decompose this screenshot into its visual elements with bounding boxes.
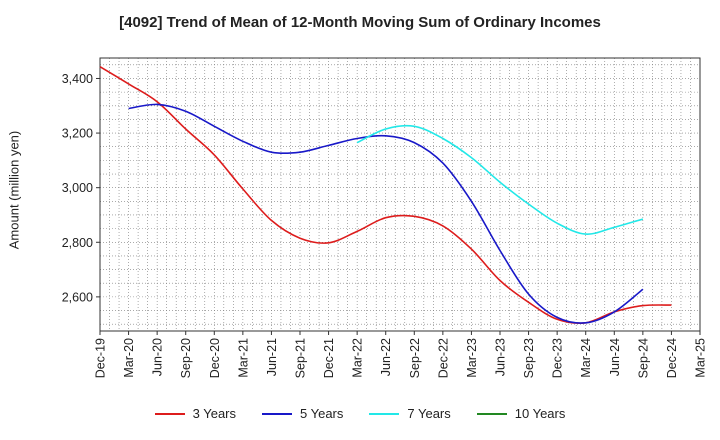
legend-item-5-years: 5 Years (262, 406, 343, 421)
x-tick-label: Mar-21 (236, 338, 250, 378)
legend-swatch (476, 412, 507, 415)
legend-item-7-years: 7 Years (369, 406, 451, 421)
plot-frame (99, 57, 701, 332)
legend-label: 7 Years (407, 406, 451, 421)
x-tick-label: Dec-22 (436, 338, 450, 378)
legend-swatch (262, 412, 292, 415)
y-tick-label: 3,000 (62, 181, 93, 195)
legend-label: 10 Years (514, 406, 566, 421)
x-tick-label: Sep-20 (179, 338, 193, 378)
x-tick-label: Dec-21 (322, 338, 336, 378)
x-tick-label: Sep-23 (522, 338, 536, 378)
series-line-7-years (356, 124, 644, 235)
x-tick-label: Mar-20 (122, 338, 136, 378)
x-tick-label: Dec-19 (94, 338, 108, 378)
x-tick-label: Dec-24 (665, 338, 679, 378)
x-tick-label: Jun-21 (265, 338, 279, 376)
chart-title: [4092] Trend of Mean of 12-Month Moving … (119, 14, 601, 31)
legend-label: 5 Years (300, 406, 344, 421)
x-tick-label: Sep-22 (408, 338, 422, 378)
x-tick-label: Jun-22 (379, 338, 393, 376)
x-tick-label: Jun-23 (494, 338, 508, 376)
legend-label: 3 Years (192, 406, 236, 421)
x-tick-label: Mar-22 (351, 338, 365, 378)
x-tick-label: Dec-20 (208, 338, 222, 378)
legend-swatch (154, 412, 185, 415)
legend-item-3-years: 3 Years (154, 406, 236, 421)
series-line-3-years (99, 66, 672, 325)
y-tick-label: 3,200 (62, 127, 93, 141)
x-tick-label: Dec-23 (551, 338, 565, 378)
x-tick-label: Jun-20 (151, 338, 165, 376)
legend-item-10-years: 10 Years (476, 406, 566, 421)
y-tick-label: 2,600 (62, 290, 93, 304)
x-tick-label: Mar-23 (465, 338, 479, 378)
y-tick-label: 3,400 (62, 72, 93, 86)
x-tick-label: Sep-21 (294, 338, 308, 378)
x-tick-label: Mar-25 (694, 338, 708, 378)
x-tick-label: Sep-24 (636, 338, 650, 378)
x-tick-label: Mar-24 (579, 338, 593, 378)
y-tick-label: 2,800 (62, 236, 93, 250)
x-tick-label: Jun-24 (608, 338, 622, 376)
legend-swatch (369, 412, 400, 415)
series-line-5-years (128, 103, 644, 324)
chart-legend: 3 Years 5 Years 7 Years 10 Years (0, 406, 720, 421)
